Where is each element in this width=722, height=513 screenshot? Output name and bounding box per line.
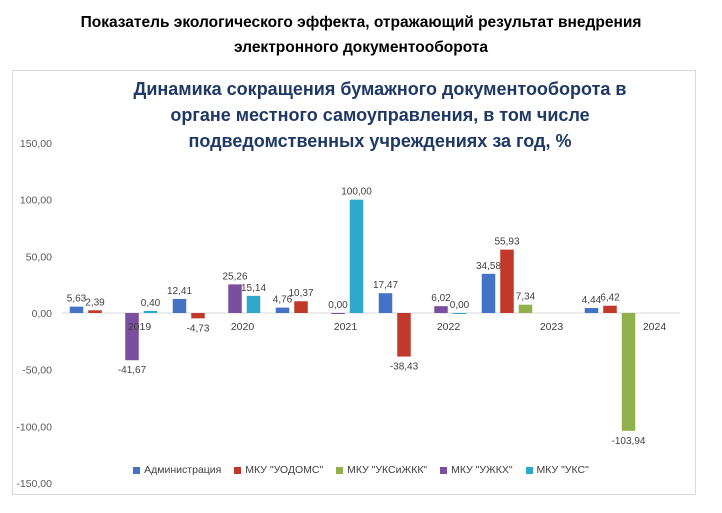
- chart-legend: Администрация МКУ "УОДОМС" МКУ "УКСиЖКК"…: [0, 464, 722, 476]
- bar-2022-series-3: [434, 306, 448, 313]
- y-tick-label: 50,00: [26, 251, 52, 263]
- legend-item-uks: МКУ "УКС": [525, 464, 589, 476]
- bar-2023-series-0: [481, 273, 496, 313]
- y-tick-label: 0,00: [32, 308, 53, 320]
- data-label-2023-series-0: 34,58: [476, 261, 501, 272]
- y-tick-label: -50,00: [22, 365, 52, 377]
- bar-2022-series-0: [378, 293, 393, 313]
- chart-title-line-1: Динамика сокращения бумажного документоо…: [133, 79, 627, 99]
- legend-label-administration: Администрация: [144, 464, 222, 476]
- category-label-2023: 2023: [540, 321, 564, 333]
- chart-title: Динамика сокращения бумажного документоо…: [80, 76, 680, 154]
- data-label-2021-series-4: 100,00: [341, 187, 372, 198]
- data-label-2022-series-3: 6,02: [431, 293, 451, 304]
- bar-2023-series-2: [518, 304, 533, 313]
- y-tick-label: 100,00: [20, 195, 52, 207]
- data-label-2020-series-3: 25,26: [222, 271, 247, 282]
- bar-2020-series-4: [246, 295, 261, 313]
- data-label-2021-series-3: 0,00: [328, 300, 348, 311]
- data-label-2019-series-1: 2,39: [85, 297, 105, 308]
- legend-item-uodoms: МКУ "УОДОМС": [234, 464, 323, 476]
- data-label-2023-series-2: 7,34: [516, 292, 536, 303]
- bar-2019-series-3: [125, 313, 139, 361]
- bar-2020-series-0: [172, 298, 187, 313]
- legend-item-uksizhkk: МКУ "УКСиЖКК": [336, 464, 427, 476]
- data-label-2024-series-0: 4,44: [582, 295, 602, 306]
- legend-item-administration: Администрация: [133, 464, 221, 476]
- legend-swatch-uzhkh: [440, 466, 448, 474]
- y-tick-label: -100,00: [16, 421, 52, 433]
- category-label-2019: 2019: [128, 321, 152, 333]
- chart-title-line-2: органе местного самоуправления, в том чи…: [170, 105, 590, 125]
- data-label-2022-series-0: 17,47: [373, 280, 398, 291]
- y-tick-label: -150,00: [16, 478, 52, 490]
- data-label-2020-series-4: 15,14: [241, 283, 266, 294]
- category-label-2020: 2020: [231, 321, 255, 333]
- chart-title-line-3: подведомственных учреждениях за год, %: [188, 131, 572, 151]
- bar-2023-series-1: [500, 249, 514, 313]
- category-label-2021: 2021: [334, 321, 358, 333]
- bar-2022-series-1: [397, 313, 411, 357]
- data-label-2020-series-1: -4,73: [187, 323, 210, 334]
- category-label-2024: 2024: [643, 321, 667, 333]
- bar-2021-series-3: [331, 313, 345, 314]
- data-label-2022-series-4: 0,00: [450, 300, 470, 311]
- data-label-2021-series-0: 4,76: [273, 295, 293, 306]
- bar-2019-series-0: [69, 306, 84, 313]
- category-label-2022: 2022: [437, 321, 461, 333]
- bar-2019-series-4: [143, 311, 158, 313]
- bar-2022-series-4: [452, 313, 467, 314]
- legend-swatch-uks: [525, 466, 533, 474]
- data-label-2021-series-1: 10,37: [288, 288, 313, 299]
- bar-2021-series-0: [275, 307, 290, 313]
- data-label-2023-series-1: 55,93: [494, 237, 519, 248]
- bar-2024-series-2: [621, 313, 636, 431]
- legend-label-uodoms: МКУ "УОДОМС": [245, 464, 324, 476]
- bar-2021-series-4: [349, 199, 364, 313]
- legend-label-uzhkh: МКУ "УЖКХ": [451, 464, 513, 476]
- legend-label-uksizhkk: МКУ "УКСиЖКК": [347, 464, 428, 476]
- bar-2020-series-1: [191, 313, 205, 319]
- bar-2020-series-3: [228, 284, 242, 313]
- data-label-2019-series-4: 0,40: [141, 298, 161, 309]
- data-label-2019-series-3: -41,67: [118, 365, 147, 376]
- bar-2021-series-1: [294, 301, 308, 313]
- bar-2024-series-1: [603, 305, 617, 313]
- data-label-2019-series-0: 5,63: [67, 294, 87, 305]
- data-label-2024-series-2: -103,94: [612, 436, 646, 447]
- page-title-line-2: электронного документооборота: [234, 39, 488, 56]
- legend-swatch-uksizhkk: [336, 466, 344, 474]
- bar-2019-series-1: [88, 310, 102, 313]
- legend-swatch-uodoms: [234, 466, 242, 474]
- data-label-2024-series-1: 6,42: [600, 293, 620, 304]
- page-title-line-1: Показатель экологического эффекта, отраж…: [80, 14, 642, 31]
- chart-frame: [12, 70, 696, 495]
- legend-item-uzhkh: МКУ "УЖКХ": [440, 464, 513, 476]
- data-label-2020-series-0: 12,41: [167, 286, 192, 297]
- data-label-2022-series-1: -38,43: [390, 362, 419, 373]
- page-title: Показатель экологического эффекта, отраж…: [0, 10, 722, 60]
- bar-2024-series-0: [584, 307, 599, 313]
- legend-label-uks: МКУ "УКС": [536, 464, 589, 476]
- legend-swatch-administration: [133, 466, 141, 474]
- y-tick-label: 150,00: [20, 138, 52, 150]
